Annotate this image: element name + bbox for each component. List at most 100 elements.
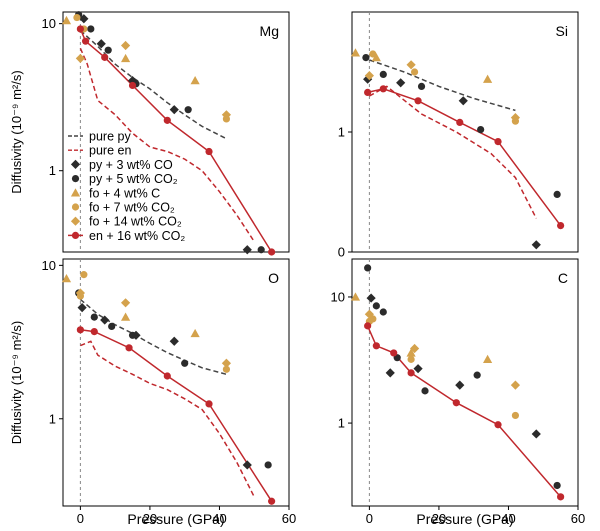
data-point-py_3CO (396, 78, 406, 88)
series-line-pure_en (79, 48, 255, 242)
data-point-en_16CO2 (407, 369, 415, 377)
data-point-py_5CO2 (372, 302, 380, 310)
data-point-en_16CO2 (379, 85, 387, 93)
plot-frame (62, 258, 290, 507)
x-tick-label: 0 (77, 511, 84, 526)
data-point-en_16CO2 (494, 138, 502, 146)
data-point-fo_14CO2 (364, 309, 374, 319)
panel-mg: 1 10 Mg Diffusivity (10⁻⁹ m²/s) (9, 11, 290, 256)
data-point-en_16CO2 (494, 421, 502, 429)
data-point-fo_4C (120, 312, 131, 321)
x-axis-label: Pressure (GPa) (127, 511, 224, 527)
data-point-py_3CO (531, 429, 541, 439)
data-point-fo_4C (483, 74, 493, 83)
x-tick-label: 0 (366, 511, 373, 526)
panel-label: Mg (260, 23, 279, 39)
data-point-py_5CO2 (181, 359, 189, 367)
data-point-fo_14CO2 (510, 380, 521, 390)
data-point-fo_7CO2 (222, 365, 231, 373)
data-point-py_5CO2 (553, 190, 561, 198)
panel-si: 0 1 Si (338, 11, 579, 260)
data-point-en_16CO2 (90, 327, 98, 336)
data-point-fo_7CO2 (407, 355, 415, 363)
y-axis-label: Diffusivity (10⁻⁹ m²/s) (9, 321, 24, 444)
legend-swatch-py_3CO (70, 159, 81, 169)
data-point-en_16CO2 (163, 372, 171, 380)
data-point-fo_14CO2 (120, 40, 131, 51)
data-point-en_16CO2 (163, 116, 171, 124)
data-point-fo_4C (190, 328, 200, 338)
data-point-fo_4C (350, 292, 361, 301)
data-point-py_5CO2 (128, 331, 137, 339)
legend-swatch-fo_4C (70, 188, 81, 197)
legend-label-fo_14CO2: fo + 14 wt% CO₂ (89, 215, 182, 229)
y-tick-label: 1 (49, 411, 56, 426)
data-point-py_5CO2 (379, 308, 387, 316)
data-point-en_16CO2 (452, 399, 460, 407)
data-point-fo_7CO2 (410, 68, 419, 76)
data-point-fo_14CO2 (406, 60, 416, 70)
y-tick-label: 0 (338, 245, 345, 260)
data-point-py_3CO (96, 39, 106, 49)
x-tick-label: 20 (143, 511, 157, 526)
series-line-pure_py (79, 29, 227, 140)
series-line-en_16CO2 (80, 329, 273, 502)
data-point-fo_14CO2 (75, 53, 85, 64)
panel-c: 1 10 0 20 40 60 C Pressure (GPa) (331, 258, 585, 527)
data-point-fo_7CO2 (73, 13, 81, 22)
data-point-py_5CO2 (364, 264, 372, 272)
data-point-en_16CO2 (76, 25, 84, 33)
data-point-py_3CO (242, 245, 252, 255)
data-point-py_5CO2 (553, 481, 561, 490)
legend-label-py_3CO: py + 3 wt% CO (89, 158, 173, 172)
y-tick-label: 10 (42, 16, 56, 31)
data-point-py_5CO2 (362, 54, 370, 62)
data-point-py_5CO2 (87, 25, 95, 33)
legend-label-fo_4C: fo + 4 wt% C (89, 186, 160, 200)
panel-label: C (558, 270, 568, 286)
data-point-fo_14CO2 (510, 113, 521, 123)
data-point-en_16CO2 (557, 493, 565, 501)
data-point-py_3CO (413, 364, 423, 374)
data-point-py_5CO2 (473, 371, 481, 379)
data-point-fo_4C (483, 354, 493, 364)
legend-label-pure_en: pure en (89, 144, 131, 158)
data-point-py_3CO (458, 96, 468, 106)
data-point-py_5CO2 (184, 106, 192, 114)
data-point-fo_14CO2 (75, 288, 85, 298)
data-point-en_16CO2 (364, 88, 372, 96)
x-tick-label: 40 (501, 511, 515, 526)
series-line-pure_en (369, 85, 537, 219)
legend-swatch-fo_14CO2 (70, 216, 81, 226)
legend-label-en_16CO2: en + 16 wt% CO₂ (89, 229, 185, 243)
x-tick-label: 60 (282, 511, 296, 526)
plot-frame (351, 11, 579, 253)
data-point-fo_14CO2 (364, 71, 374, 81)
data-point-py_3CO (169, 336, 179, 346)
legend-swatch-en_16CO2 (71, 231, 80, 239)
data-point-py_3CO (455, 380, 465, 390)
data-point-fo_4C (61, 15, 72, 25)
data-point-fo_4C (406, 348, 416, 357)
data-point-en_16CO2 (268, 497, 276, 505)
data-point-en_16CO2 (205, 147, 213, 156)
data-point-py_5CO2 (264, 461, 272, 469)
legend-swatch-fo_7CO2 (71, 203, 80, 211)
data-point-en_16CO2 (128, 81, 137, 90)
data-point-fo_14CO2 (120, 298, 131, 308)
plot-frame (62, 11, 290, 253)
data-point-fo_4C (350, 48, 361, 57)
data-point-py_3CO (169, 105, 179, 115)
data-point-py_5CO2 (417, 82, 426, 90)
data-point-fo_7CO2 (80, 271, 88, 279)
data-point-py_5CO2 (421, 387, 429, 395)
panel-o: 1 10 0 20 40 60 O Diffusivity (10⁻⁹ m²/s) Pressu… (9, 258, 296, 527)
x-tick-label: 20 (432, 511, 446, 526)
y-tick-label: 10 (331, 289, 345, 304)
panel-label: O (268, 270, 279, 286)
data-point-py_3CO (385, 368, 395, 378)
data-point-py_3CO (363, 74, 373, 84)
series-line-pure_py (369, 59, 516, 112)
